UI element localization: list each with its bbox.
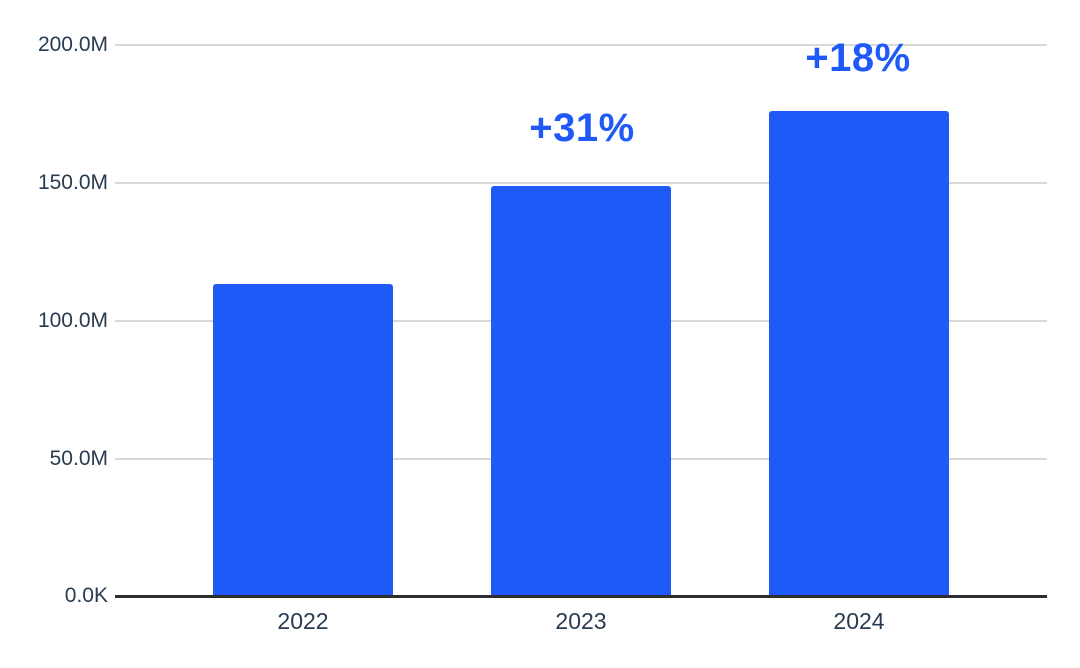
y-tick-label-50m: 50.0M [49, 447, 108, 470]
bar-2022[interactable] [213, 284, 393, 597]
y-tick-label-150m: 150.0M [37, 171, 108, 194]
y-tick-label-0k: 0.0K [64, 584, 108, 607]
growth-annotation-2024: +18% [805, 36, 911, 80]
growth-annotation-2023: +31% [529, 106, 635, 150]
gridline-150m [115, 182, 1047, 184]
gridline-200m [115, 44, 1047, 46]
y-tick-label-100m: 100.0M [37, 309, 108, 332]
y-tick-label-200m: 200.0M [37, 33, 108, 56]
x-category-label-2024: 2024 [833, 608, 885, 634]
x-axis-line [115, 595, 1047, 598]
x-category-label-2022: 2022 [277, 608, 329, 634]
bar-2024[interactable] [769, 111, 949, 597]
x-category-label-2023: 2023 [555, 608, 607, 634]
bar-2023[interactable] [491, 186, 671, 597]
